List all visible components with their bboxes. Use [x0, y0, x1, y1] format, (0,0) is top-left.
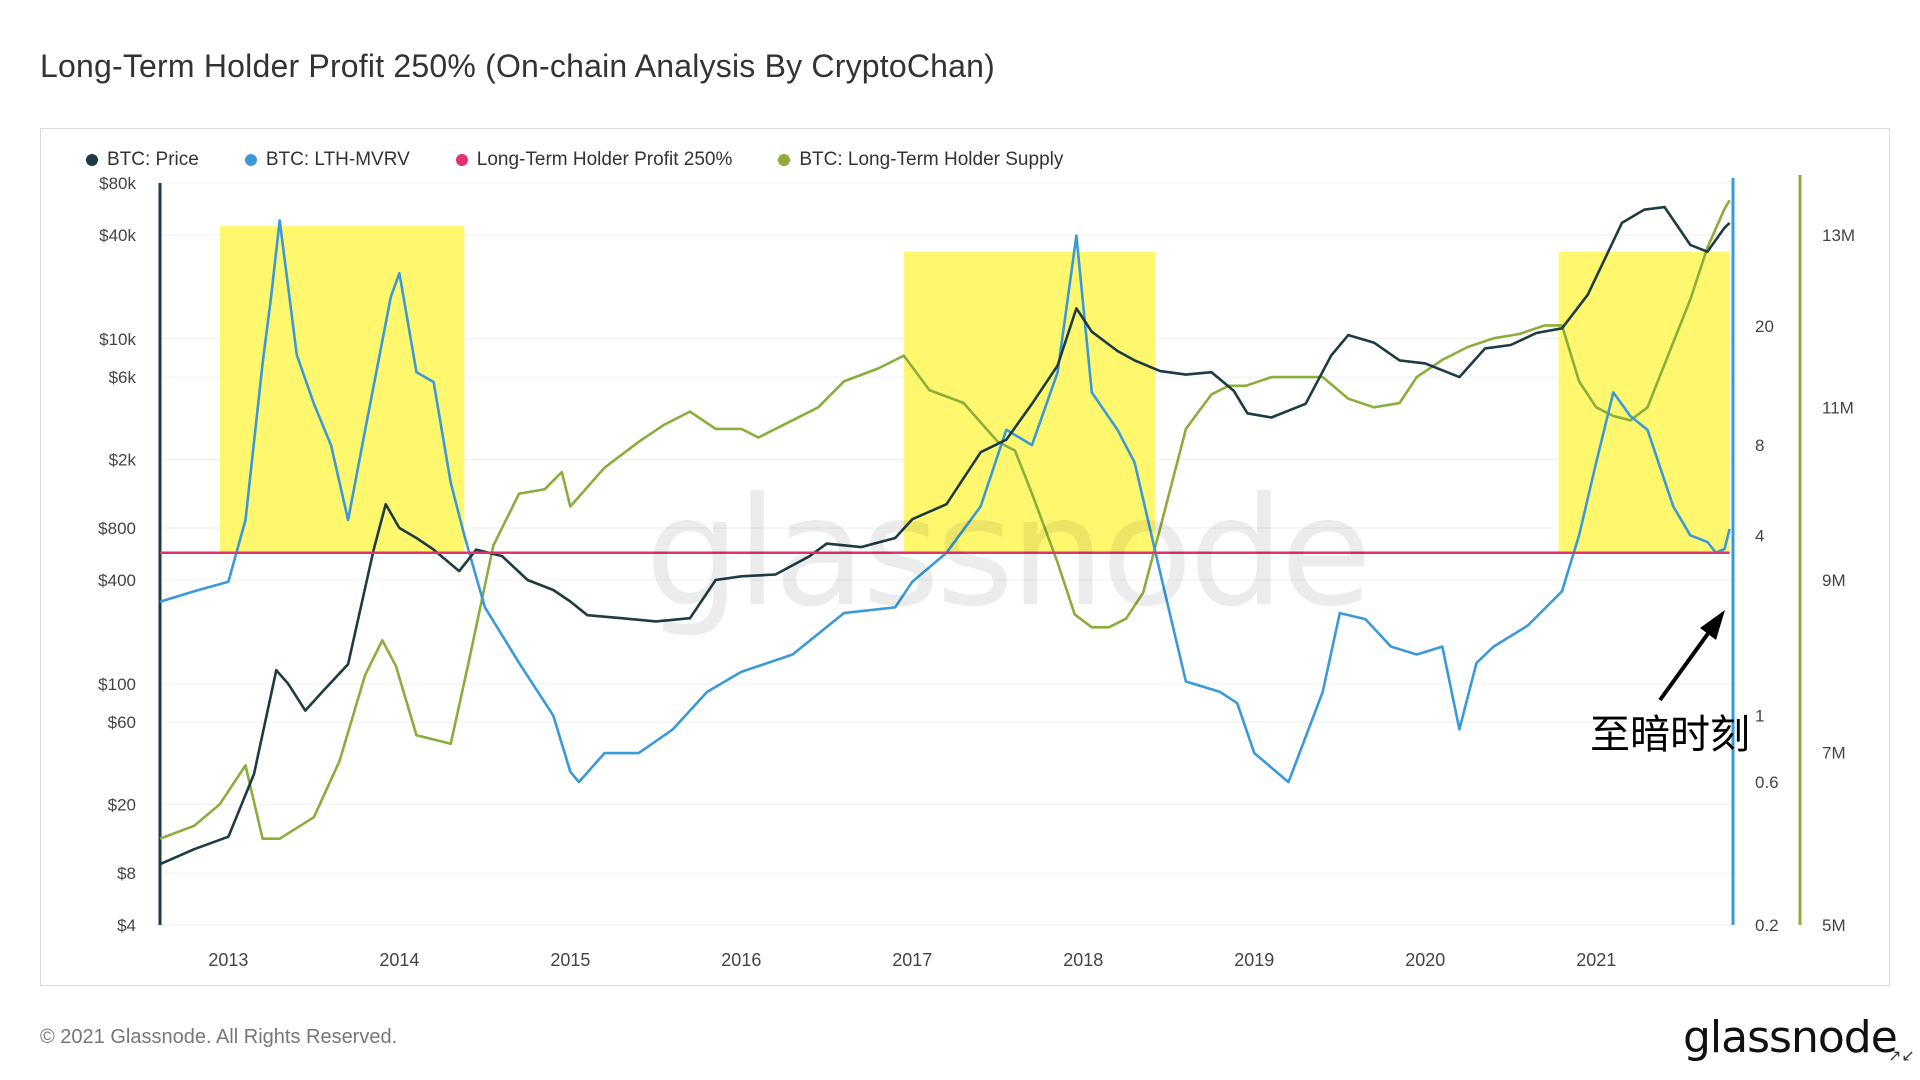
highlight-period [219, 226, 465, 553]
series-btc-price [159, 205, 1731, 866]
legend-dot-lth-mvrv [244, 154, 257, 166]
copyright-footer: © 2021 Glassnode. All Rights Reserved. [40, 1026, 398, 1048]
mvrv-tick-label: 20 [1755, 317, 1774, 336]
annotation-arrow-line [1658, 626, 1714, 702]
price-tick-label: $6k [109, 368, 137, 387]
legend-dot-profit-250 [455, 154, 468, 166]
glassnode-watermark: glassnode [645, 466, 1372, 640]
supply-tick-label: 9M [1822, 571, 1846, 590]
legend-label: BTC: Long-Term Holder Supply [799, 149, 1064, 170]
page-title: Long-Term Holder Profit 250% (On-chain A… [40, 48, 996, 84]
price-tick-label: $8 [117, 864, 136, 883]
series-btc-lth-mvrv [159, 219, 1731, 784]
chart-legend: BTC: Price BTC: LTH-MVRV Long-Term Holde… [86, 149, 1063, 171]
legend-item-profit-250[interactable]: Long-Term Holder Profit 250% [455, 149, 733, 171]
legend-label: Long-Term Holder Profit 250% [476, 149, 733, 170]
mvrv-tick-label: 4 [1755, 526, 1764, 545]
annotation-arrow-head [1700, 610, 1725, 640]
x-tick-label: 2016 [721, 950, 761, 970]
supply-tick-label: 7M [1822, 743, 1846, 762]
x-tick-label: 2017 [892, 950, 932, 970]
series-btc-long-term-holder-supply [159, 199, 1731, 841]
price-tick-label: $20 [108, 795, 136, 814]
price-tick-label: $60 [108, 713, 136, 732]
mvrv-tick-label: 0.2 [1755, 916, 1779, 935]
expand-icon[interactable]: ↗↙ [1888, 1048, 1915, 1065]
supply-tick-label: 11M [1822, 398, 1854, 417]
legend-label: BTC: Price [107, 149, 199, 170]
darkest-moment-annotation: 至暗时刻 [1590, 712, 1750, 758]
mvrv-tick-label: 1 [1755, 707, 1764, 726]
mvrv-tick-label: 8 [1755, 436, 1764, 455]
supply-tick-label: 13M [1822, 226, 1855, 245]
x-tick-label: 2019 [1234, 950, 1274, 970]
price-tick-label: $800 [98, 519, 136, 538]
supply-tick-label: 5M [1822, 916, 1846, 935]
legend-item-price[interactable]: BTC: Price [86, 149, 199, 171]
mvrv-tick-label: 0.6 [1755, 773, 1779, 792]
price-tick-label: $80k [99, 174, 136, 193]
legend-label: BTC: LTH-MVRV [265, 149, 410, 170]
chart-frame [40, 128, 1890, 986]
glassnode-logo: glassnode [1683, 1012, 1898, 1063]
price-tick-label: $100 [98, 675, 136, 694]
x-tick-label: 2015 [550, 950, 590, 970]
x-tick-label: 2013 [208, 950, 248, 970]
x-tick-label: 2014 [379, 950, 419, 970]
x-tick-label: 2021 [1576, 950, 1616, 970]
price-tick-label: $4 [117, 916, 136, 935]
price-tick-label: $400 [98, 571, 136, 590]
legend-item-lth-mvrv[interactable]: BTC: LTH-MVRV [244, 149, 410, 171]
legend-dot-price [86, 154, 98, 166]
x-tick-label: 2018 [1063, 950, 1103, 970]
legend-item-lth-supply[interactable]: BTC: Long-Term Holder Supply [778, 149, 1063, 171]
price-tick-label: $2k [109, 450, 137, 469]
price-tick-label: $40k [99, 226, 136, 245]
highlight-period [903, 251, 1156, 553]
x-tick-label: 2020 [1405, 950, 1445, 970]
highlight-period [1558, 251, 1730, 553]
price-tick-label: $10k [99, 330, 136, 349]
legend-dot-lth-supply [778, 154, 791, 166]
